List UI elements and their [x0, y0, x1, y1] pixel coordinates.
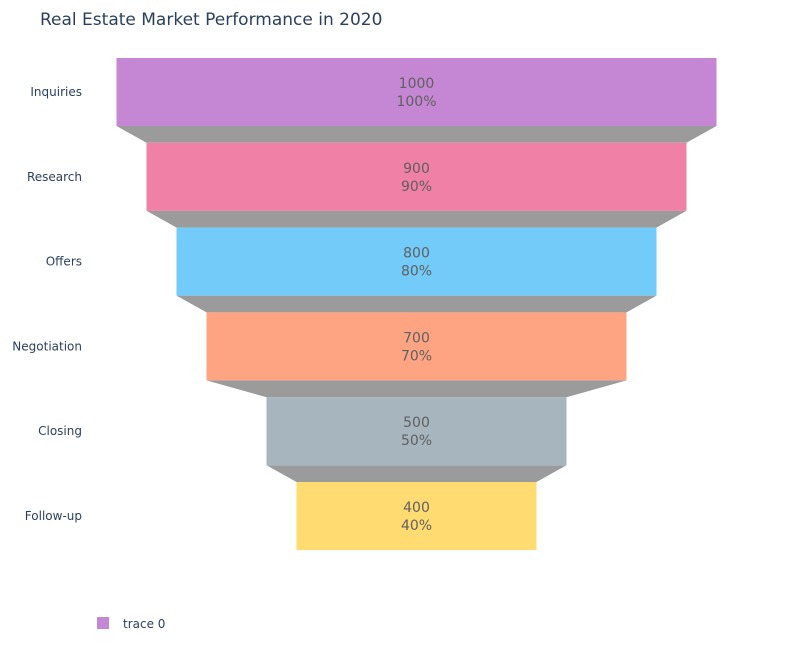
bar-percent-label: 50% [401, 433, 432, 449]
bar-percent-label: 100% [396, 94, 436, 110]
bar-value-label: 400 [403, 500, 430, 516]
bar-percent-label: 40% [401, 518, 432, 534]
chart-title: Real Estate Market Performance in 2020 [40, 10, 382, 30]
bar-value-label: 700 [403, 330, 430, 346]
funnel-connector [206, 380, 627, 398]
category-label: Negotiation [12, 339, 82, 353]
category-label: Follow-up [25, 509, 82, 523]
bar-percent-label: 70% [401, 348, 432, 364]
funnel-bar-inquiries[interactable] [116, 58, 717, 126]
category-label: Closing [38, 424, 82, 438]
funnel-bar-closing[interactable] [266, 397, 567, 466]
funnel-connector [146, 210, 687, 228]
category-label: Offers [46, 255, 82, 269]
funnel-connector [176, 295, 657, 313]
funnel-connectors [116, 126, 717, 482]
bar-value-label: 800 [403, 246, 430, 262]
bar-value-label: 900 [403, 161, 430, 177]
legend[interactable]: trace 0 [97, 617, 165, 631]
funnel-bar-follow-up[interactable] [296, 482, 537, 550]
bar-percent-label: 80% [401, 264, 432, 280]
funnel-bar-negotiation[interactable] [206, 312, 627, 381]
funnel-connector [266, 465, 567, 482]
legend-swatch[interactable] [97, 617, 109, 629]
legend-entry-label[interactable]: trace 0 [123, 617, 165, 631]
category-labels: Inquiries Research Offers Negotiation Closin… [12, 85, 82, 523]
funnel-bar-offers[interactable] [176, 227, 657, 296]
bar-value-label: 500 [403, 415, 430, 431]
category-label: Inquiries [30, 85, 82, 99]
funnel-bar-research[interactable] [146, 142, 687, 211]
funnel-connector [116, 126, 717, 143]
bar-value-label: 1000 [399, 76, 435, 92]
category-label: Research [27, 170, 82, 184]
bar-percent-label: 90% [401, 179, 432, 195]
funnel-bars: 1000 100% 900 90% 800 80% 700 70% 500 50% 400 40% [116, 58, 717, 550]
